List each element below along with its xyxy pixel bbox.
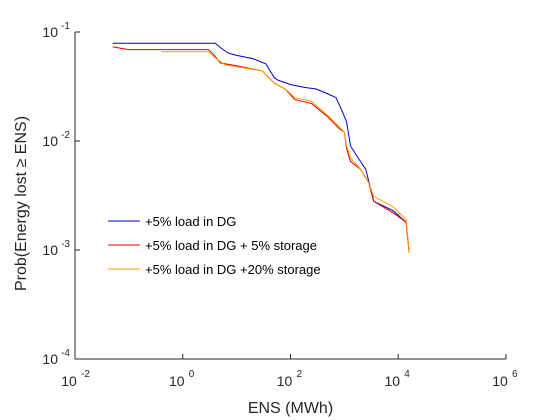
legend-label-3: +5% load in DG +20% storage xyxy=(145,262,321,277)
y-tick-exponent: -1 xyxy=(61,21,70,32)
y-tick-label: 10 xyxy=(42,351,58,367)
x-tick-label: 10 xyxy=(61,373,77,389)
x-tick-exponent: 2 xyxy=(297,369,303,380)
y-tick-exponent: -4 xyxy=(61,348,70,359)
plot-background xyxy=(75,32,506,359)
x-tick-exponent: 6 xyxy=(512,369,518,380)
x-tick-exponent: -2 xyxy=(81,369,90,380)
x-tick-label: 10 xyxy=(169,373,185,389)
y-axis-label: Prob(Energy lost ≥ ENS) xyxy=(13,116,30,291)
y-tick-label: 10 xyxy=(42,242,58,258)
x-tick-label: 10 xyxy=(492,373,508,389)
y-tick-exponent: -2 xyxy=(61,130,70,141)
x-tick-exponent: 0 xyxy=(189,369,195,380)
series-layer xyxy=(112,42,410,253)
series-line-1 xyxy=(112,42,410,253)
y-tick-exponent: -3 xyxy=(61,239,70,250)
x-tick-exponent: 4 xyxy=(404,369,410,380)
legend-label-1: +5% load in DG xyxy=(145,214,236,229)
series-line-3 xyxy=(161,51,410,253)
x-axis-ticks: 10 -2 10 0 10 2 10 4 10 6 xyxy=(61,354,518,389)
x-tick-label: 10 xyxy=(277,373,293,389)
plot-area xyxy=(74,32,506,360)
legend-label-2: +5% load in DG + 5% storage xyxy=(145,238,317,253)
x-tick-label: 10 xyxy=(384,373,400,389)
x-axis-label: ENS (MWh) xyxy=(248,400,333,417)
y-tick-label: 10 xyxy=(42,133,58,149)
legend: +5% load in DG +5% load in DG + 5% storag… xyxy=(108,214,321,277)
y-tick-label: 10 xyxy=(42,24,58,40)
y-axis-ticks: -110-210-310-410 xyxy=(42,21,80,367)
